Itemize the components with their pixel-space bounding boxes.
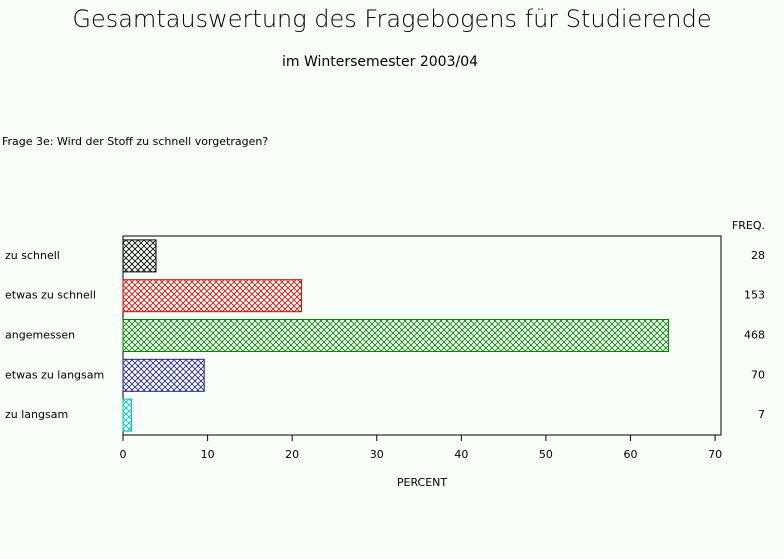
freq-label: 70	[751, 368, 765, 381]
question: Frage 3e: Wird der Stoff zu schnell vorg…	[2, 135, 268, 148]
freq-label: 7	[758, 408, 765, 421]
category-label: etwas zu schnell	[5, 289, 96, 302]
bar	[122, 279, 302, 313]
x-tick-label: 60	[623, 448, 637, 461]
category-label: etwas zu langsam	[5, 368, 104, 381]
chart-title: Gesamtauswertung des Fragebogens für Stu…	[72, 5, 711, 33]
x-tick-label: 30	[370, 448, 384, 461]
x-tick-label: 40	[454, 448, 468, 461]
freq-header: FREQ.	[732, 219, 765, 232]
x-tick-label: 50	[539, 448, 553, 461]
bar	[122, 319, 670, 352]
freq-label: 468	[744, 329, 765, 342]
category-label: zu schnell	[5, 249, 60, 262]
bar	[122, 398, 132, 432]
category-label: angemessen	[5, 329, 75, 342]
x-tick-label: 0	[120, 448, 127, 461]
chart-subtitle: im Wintersemester 2003/04	[282, 54, 478, 70]
category-label: zu langsam	[5, 408, 68, 421]
bar	[122, 239, 157, 273]
x-tick-label: 70	[708, 448, 722, 461]
x-tick-label: 20	[285, 448, 299, 461]
x-axis-label: PERCENT	[397, 476, 448, 489]
bar	[122, 358, 205, 392]
freq-label: 153	[744, 289, 765, 302]
x-tick-label: 10	[201, 448, 215, 461]
freq-label: 28	[751, 249, 765, 262]
